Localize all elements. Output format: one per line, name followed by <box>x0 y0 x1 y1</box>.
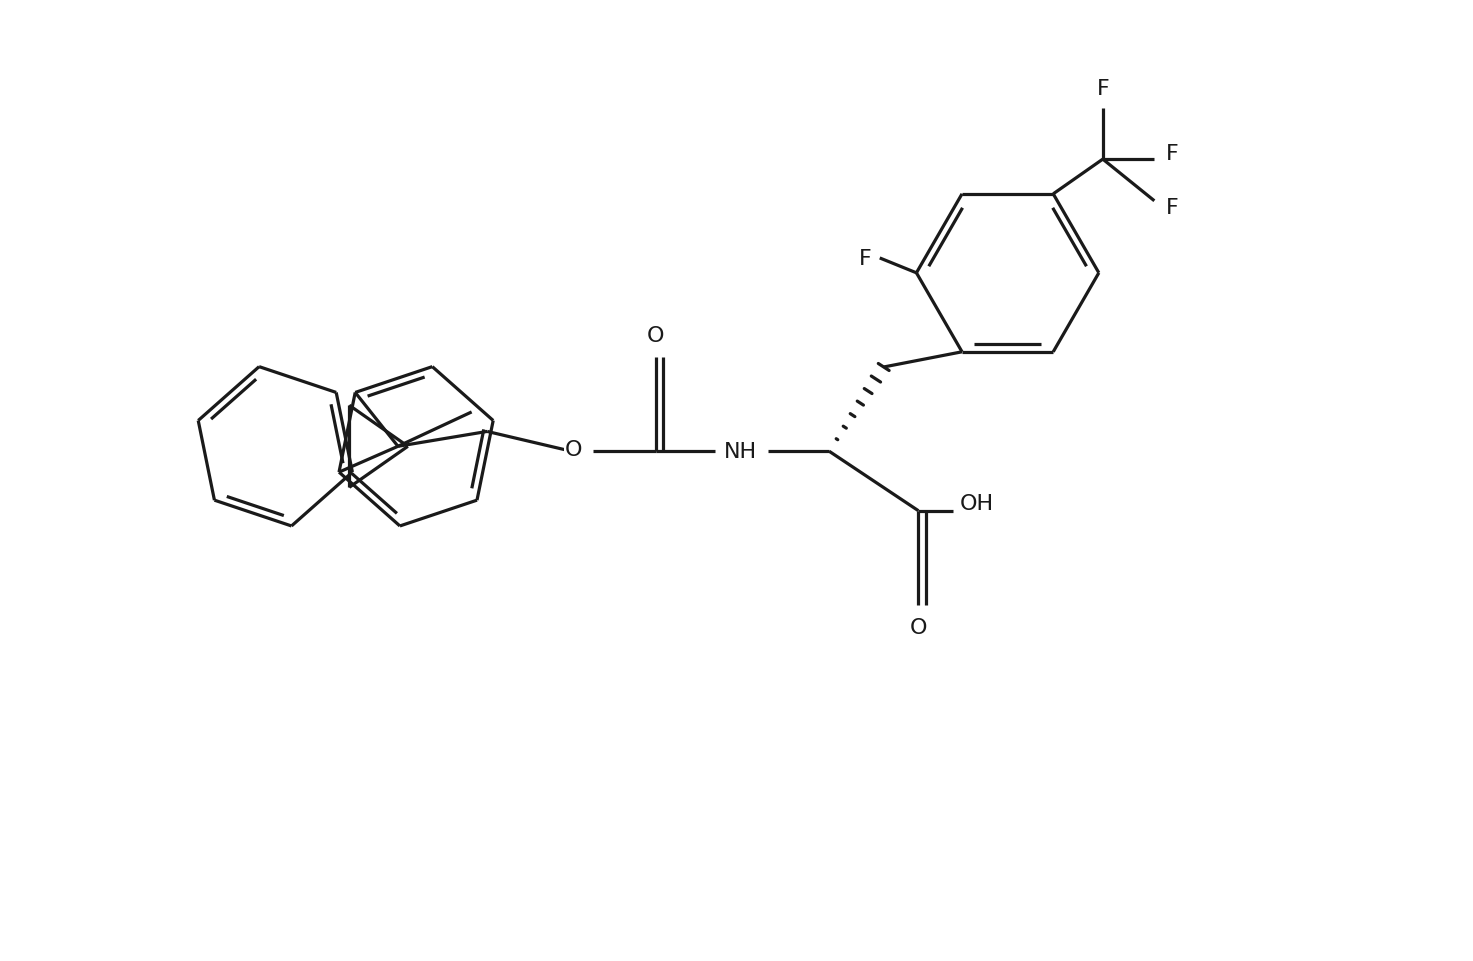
Text: O: O <box>564 440 582 459</box>
Text: F: F <box>1167 198 1178 217</box>
Text: O: O <box>647 326 664 346</box>
Text: F: F <box>859 249 872 269</box>
Text: F: F <box>1096 79 1109 99</box>
Text: O: O <box>910 617 927 637</box>
Text: NH: NH <box>723 442 757 462</box>
Text: OH: OH <box>960 493 994 513</box>
Text: F: F <box>1167 144 1178 164</box>
